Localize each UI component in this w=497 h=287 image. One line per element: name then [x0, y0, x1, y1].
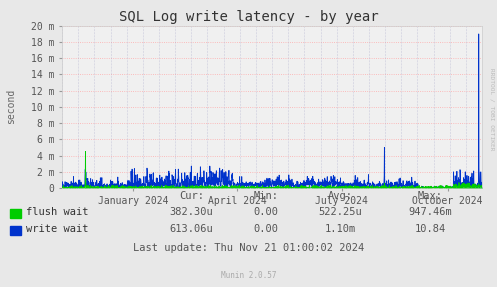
- Text: flush wait: flush wait: [26, 207, 88, 217]
- Text: 382.30u: 382.30u: [169, 207, 213, 217]
- Text: Min:: Min:: [253, 191, 278, 201]
- Text: SQL Log write latency - by year: SQL Log write latency - by year: [119, 10, 378, 24]
- Text: 947.46m: 947.46m: [408, 207, 452, 217]
- Text: Cur:: Cur:: [179, 191, 204, 201]
- Text: Avg:: Avg:: [328, 191, 353, 201]
- Text: second: second: [6, 89, 16, 124]
- Text: 1.10m: 1.10m: [325, 224, 356, 234]
- Text: Munin 2.0.57: Munin 2.0.57: [221, 272, 276, 280]
- Text: 0.00: 0.00: [253, 224, 278, 234]
- Text: 522.25u: 522.25u: [319, 207, 362, 217]
- Text: write wait: write wait: [26, 224, 88, 234]
- Text: Last update: Thu Nov 21 01:00:02 2024: Last update: Thu Nov 21 01:00:02 2024: [133, 243, 364, 253]
- Text: RRDTOOL / TOBI OETIKER: RRDTOOL / TOBI OETIKER: [490, 68, 495, 150]
- Text: 10.84: 10.84: [414, 224, 445, 234]
- Text: Max:: Max:: [417, 191, 442, 201]
- Text: 613.06u: 613.06u: [169, 224, 213, 234]
- Text: 0.00: 0.00: [253, 207, 278, 217]
